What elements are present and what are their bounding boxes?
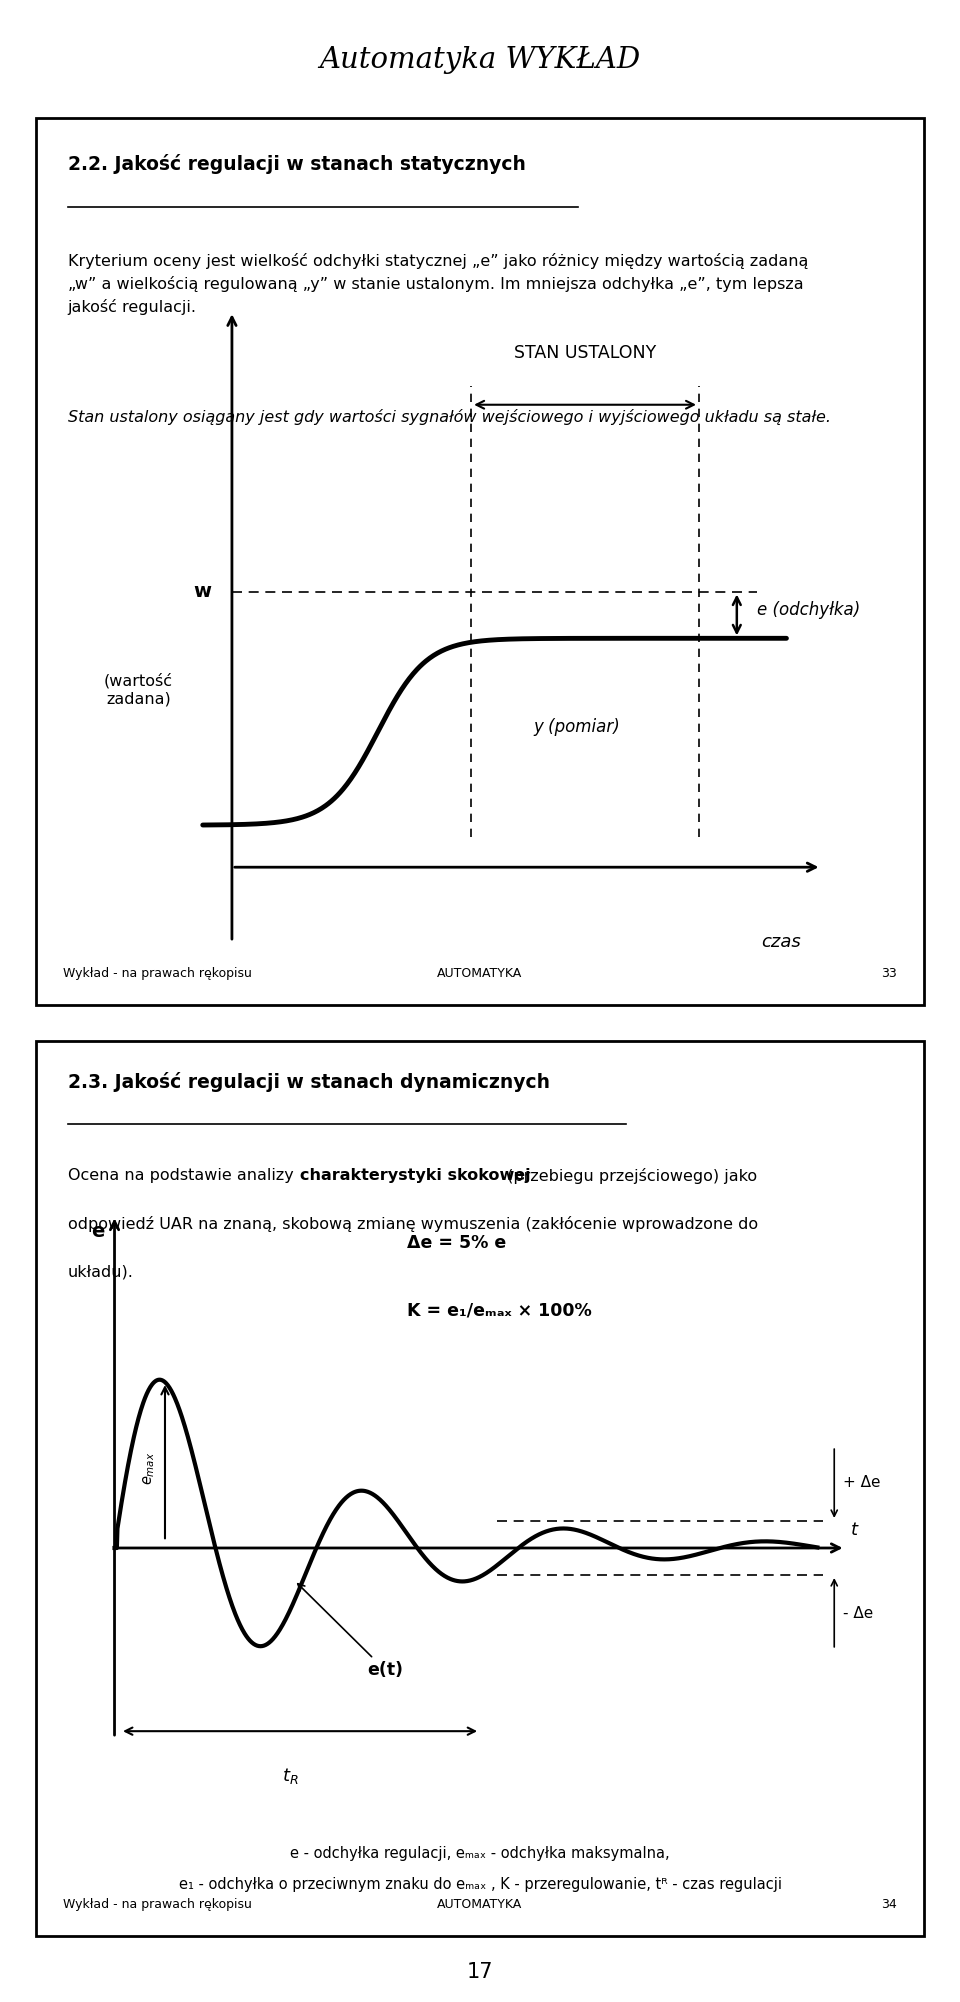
- Text: $e_{max}$: $e_{max}$: [141, 1451, 156, 1485]
- Text: (przebiegu przejściowego) jako: (przebiegu przejściowego) jako: [502, 1167, 757, 1183]
- Text: AUTOMATYKA: AUTOMATYKA: [438, 967, 522, 981]
- Text: e - odchyłka regulacji, eₘₐₓ - odchyłka maksymalna,: e - odchyłka regulacji, eₘₐₓ - odchyłka …: [290, 1846, 670, 1862]
- Text: STAN USTALONY: STAN USTALONY: [514, 344, 657, 362]
- Text: charakterystyki skokowej: charakterystyki skokowej: [300, 1167, 531, 1183]
- Text: Automatyka WYKŁAD: Automatyka WYKŁAD: [320, 46, 640, 74]
- Text: t: t: [852, 1522, 858, 1540]
- Text: układu).: układu).: [67, 1265, 133, 1279]
- Text: + Δe: + Δe: [843, 1475, 880, 1489]
- Text: 2.2. Jakość regulacji w stanach statycznych: 2.2. Jakość regulacji w stanach statyczn…: [67, 154, 525, 174]
- Text: K = e₁/eₘₐₓ × 100%: K = e₁/eₘₐₓ × 100%: [407, 1301, 591, 1319]
- Text: (wartość
zadana): (wartość zadana): [104, 673, 173, 707]
- Text: czas: czas: [760, 933, 801, 951]
- Text: Ocena na podstawie analizy: Ocena na podstawie analizy: [67, 1167, 299, 1183]
- Text: Stan ustalony osiągany jest gdy wartości sygnałów wejściowego i wyjściowego ukła: Stan ustalony osiągany jest gdy wartości…: [67, 408, 830, 424]
- Text: 34: 34: [881, 1898, 897, 1910]
- Text: odpowiedź UAR na znaną, skobową zmianę wymuszenia (zakłócenie wprowadzone do: odpowiedź UAR na znaną, skobową zmianę w…: [67, 1217, 757, 1233]
- Text: y (pomiar): y (pomiar): [533, 719, 620, 737]
- Text: e: e: [91, 1223, 105, 1241]
- Text: 33: 33: [881, 967, 897, 981]
- Text: w: w: [194, 583, 211, 601]
- Text: 17: 17: [467, 1962, 493, 1982]
- Text: Δe = 5% e: Δe = 5% e: [407, 1233, 506, 1251]
- Text: e(t): e(t): [298, 1584, 403, 1680]
- Text: Kryterium oceny jest wielkość odchyłki statycznej „e” jako różnicy między wartoś: Kryterium oceny jest wielkość odchyłki s…: [67, 252, 808, 314]
- Text: AUTOMATYKA: AUTOMATYKA: [438, 1898, 522, 1910]
- Text: Wykład - na prawach rękopisu: Wykład - na prawach rękopisu: [63, 1898, 252, 1910]
- Text: 2.3. Jakość regulacji w stanach dynamicznych: 2.3. Jakość regulacji w stanach dynamicz…: [67, 1073, 549, 1093]
- Text: $t_R$: $t_R$: [281, 1766, 299, 1786]
- Text: Wykład - na prawach rękopisu: Wykład - na prawach rękopisu: [63, 967, 252, 981]
- Text: - Δe: - Δe: [843, 1606, 873, 1622]
- Text: e (odchyłka): e (odchyłka): [757, 601, 860, 619]
- Text: e₁ - odchyłka o przeciwnym znaku do eₘₐₓ , K - przeregulowanie, tᴿ - czas regula: e₁ - odchyłka o przeciwnym znaku do eₘₐₓ…: [179, 1876, 781, 1892]
